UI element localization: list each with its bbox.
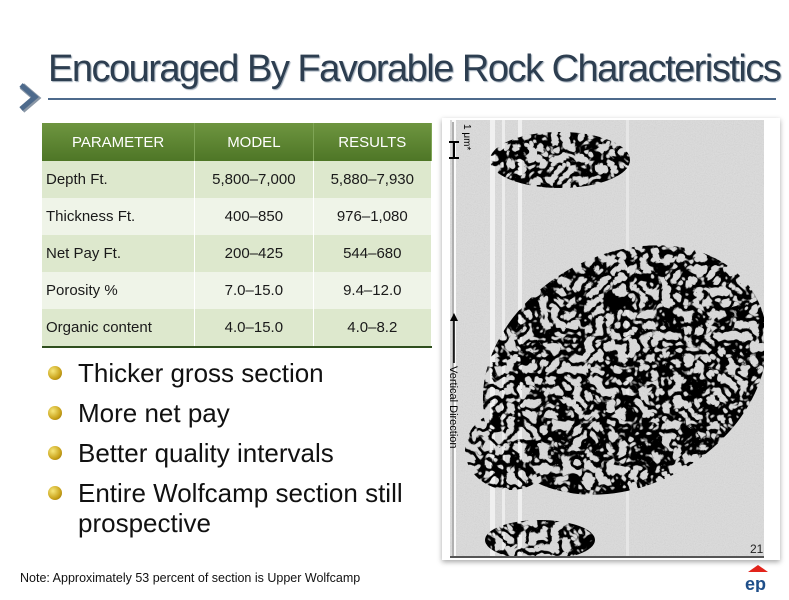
direction-label: Vertical Direction: [447, 366, 459, 449]
row-model: 400–850: [194, 198, 314, 235]
slide-title: Encouraged By Favorable Rock Characteris…: [48, 48, 782, 90]
table-row: Organic content 4.0–15.0 4.0–8.2: [42, 309, 433, 348]
micrograph-figure: 1 μm* Vertical Direction: [442, 118, 780, 560]
row-model: 4.0–15.0: [194, 309, 314, 348]
row-results: 976–1,080: [313, 198, 433, 235]
sem-micrograph-image: [450, 120, 764, 558]
scale-bar-icon: [449, 141, 459, 159]
table-header-row: PARAMETER MODEL RESULTS: [42, 123, 433, 161]
bullet-icon: [48, 446, 62, 460]
row-parameter: Depth Ft.: [42, 161, 196, 198]
row-results: 5,880–7,930: [313, 161, 433, 198]
table-row: Net Pay Ft. 200–425 544–680: [42, 235, 433, 272]
table-row: Thickness Ft. 400–850 976–1,080: [42, 198, 433, 235]
row-model: 7.0–15.0: [194, 272, 314, 309]
page-number: 21: [750, 542, 764, 556]
row-parameter: Organic content: [42, 309, 196, 348]
bullet-text: Better quality intervals: [78, 438, 334, 468]
row-parameter: Thickness Ft.: [42, 198, 196, 235]
bullet-icon: [48, 486, 62, 500]
header-parameter: PARAMETER: [42, 123, 196, 161]
row-results: 544–680: [313, 235, 433, 272]
row-results: 4.0–8.2: [313, 309, 433, 348]
arrow-up-icon: [450, 313, 458, 363]
header-model: MODEL: [194, 123, 314, 161]
chevron-right-icon: [19, 83, 42, 113]
bullet-list: Thicker gross section More net pay Bette…: [48, 358, 408, 548]
logo-text: ep: [745, 574, 766, 592]
list-item: More net pay: [48, 398, 408, 428]
row-parameter: Net Pay Ft.: [42, 235, 196, 272]
bullet-text: Entire Wolfcamp section still prospectiv…: [78, 478, 403, 538]
ep-logo-icon: ep: [745, 565, 768, 592]
footnote: Note: Approximately 53 percent of sectio…: [20, 571, 361, 585]
list-item: Better quality intervals: [48, 438, 408, 468]
bullet-icon: [48, 366, 62, 380]
table-row: Depth Ft. 5,800–7,000 5,880–7,930: [42, 161, 433, 198]
title-divider: [48, 98, 776, 100]
row-results: 9.4–12.0: [313, 272, 433, 309]
bullet-text: More net pay: [78, 398, 230, 428]
bullet-text: Thicker gross section: [78, 358, 324, 388]
bullet-icon: [48, 406, 62, 420]
list-item: Thicker gross section: [48, 358, 408, 388]
header-results: RESULTS: [313, 123, 433, 161]
parameters-table: PARAMETER MODEL RESULTS Depth Ft. 5,800–…: [42, 123, 433, 348]
list-item: Entire Wolfcamp section still prospectiv…: [48, 478, 408, 538]
scale-label: 1 μm*: [461, 124, 472, 151]
row-parameter: Porosity %: [42, 272, 196, 309]
row-model: 200–425: [194, 235, 314, 272]
table-row: Porosity % 7.0–15.0 9.4–12.0: [42, 272, 433, 309]
row-model: 5,800–7,000: [194, 161, 314, 198]
